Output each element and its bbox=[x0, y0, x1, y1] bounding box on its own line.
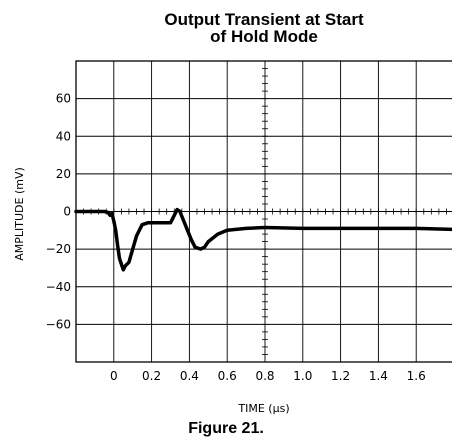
transient-trace bbox=[74, 207, 452, 272]
y-tick-label: 20 bbox=[56, 167, 71, 181]
x-tick-label: 0 bbox=[110, 369, 118, 383]
y-tick-label: −20 bbox=[46, 242, 71, 256]
x-tick-label: 0.2 bbox=[142, 369, 161, 383]
x-tick-label: 0.4 bbox=[180, 369, 199, 383]
figure-caption: Figure 21. bbox=[188, 420, 264, 437]
y-tick-label: 40 bbox=[56, 129, 71, 143]
x-tick-label: 0.8 bbox=[255, 369, 274, 383]
y-tick-label: 60 bbox=[56, 92, 71, 106]
y-tick-label: −40 bbox=[46, 280, 71, 294]
x-tick-label: 1.4 bbox=[369, 369, 388, 383]
x-tick-label: 0.6 bbox=[218, 369, 237, 383]
chart-title-line2: of Hold Mode bbox=[210, 27, 318, 46]
x-axis-label: TIME (μs) bbox=[237, 402, 289, 415]
x-tick-labels: 0 0.2 0.4 0.6 0.8 1.0 1.2 1.4 1.6 bbox=[110, 369, 426, 383]
y-tick-labels: 60 40 20 0 −20 −40 −60 bbox=[46, 92, 71, 332]
y-tick-label: 0 bbox=[63, 205, 71, 219]
x-tick-label: 1.2 bbox=[331, 369, 350, 383]
y-tick-label: −60 bbox=[46, 317, 71, 331]
x-tick-label: 1.6 bbox=[407, 369, 426, 383]
chart-title-line1: Output Transient at Start bbox=[164, 10, 364, 29]
x-tick-label: 1.0 bbox=[293, 369, 312, 383]
y-axis-label: AMPLITUDE (mV) bbox=[13, 167, 26, 261]
